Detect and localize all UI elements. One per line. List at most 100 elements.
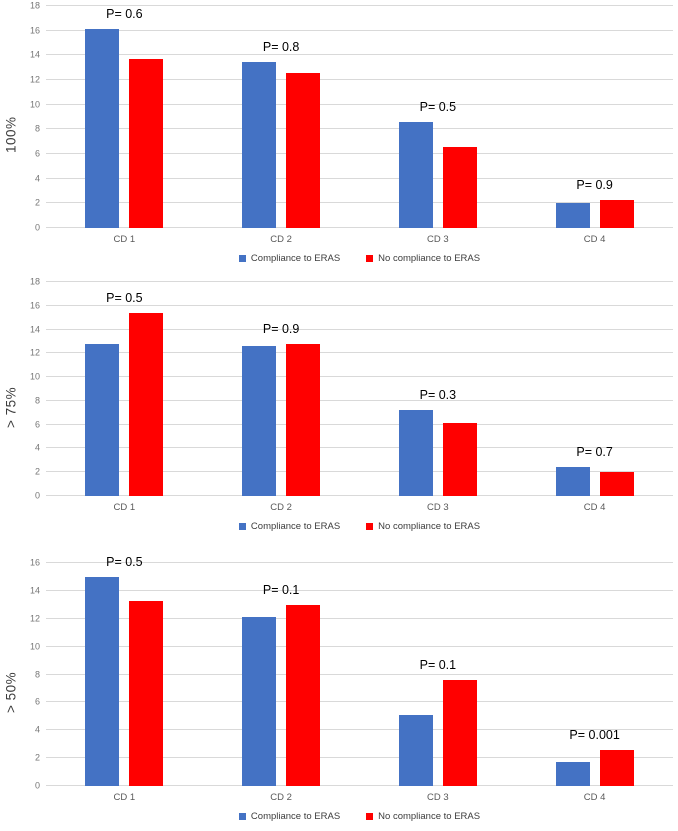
gridline: [46, 352, 673, 354]
y-tick-label: 6: [34, 148, 40, 159]
gridline: [46, 202, 673, 204]
y-tick-label: 10: [29, 641, 40, 652]
gridline: [46, 562, 673, 563]
legend-label-no-compliance: No compliance to ERAS: [378, 811, 481, 822]
bar-compliance: [555, 762, 590, 786]
y-tick-label: 14: [29, 49, 40, 60]
bar-compliance: [555, 467, 590, 496]
bar-compliance: [242, 346, 277, 496]
bar-no-compliance: [129, 600, 164, 786]
gridline: [46, 376, 673, 378]
legend-item-compliance: Compliance to ERAS: [238, 521, 340, 532]
p-value-label: P= 0.6: [106, 7, 143, 22]
bar-no-compliance: [599, 472, 634, 496]
gridline: [46, 281, 673, 282]
gridline: [46, 29, 673, 31]
y-tick-label: 16: [29, 300, 40, 311]
legend-swatch-blue-icon: [238, 813, 246, 820]
y-tick-label: 2: [34, 752, 40, 763]
p-value-label: P= 0.3: [419, 388, 457, 403]
x-category-label: CD 3: [427, 792, 449, 803]
gridline: [46, 79, 673, 80]
bar-compliance: [398, 121, 433, 228]
legend-label-compliance: Compliance to ERAS: [250, 811, 341, 822]
gridline: [46, 495, 673, 496]
y-tick-label: 6: [34, 419, 40, 430]
y-tick-label: 12: [29, 613, 40, 624]
bar-compliance: [85, 343, 120, 496]
y-tick-label: 4: [34, 173, 40, 184]
bar-compliance: [555, 203, 590, 228]
y-tick-label: 10: [29, 371, 40, 382]
y-tick-label: 12: [29, 347, 40, 358]
gridline: [46, 103, 673, 105]
gridline: [46, 589, 673, 591]
p-value-label: P= 0.001: [569, 727, 620, 742]
y-tick-label: 0: [34, 222, 40, 233]
gridline: [46, 645, 673, 647]
bar-no-compliance: [129, 59, 164, 228]
gridline: [46, 471, 673, 473]
p-value-label: P= 0.7: [576, 445, 613, 460]
gridline: [46, 5, 673, 6]
y-tick-label: 6: [34, 696, 40, 707]
p-value-label: P= 0.5: [419, 99, 457, 114]
y-tick-label: 4: [34, 442, 40, 453]
plot-area-100pct: 0 2 4 6 8 10 12 14 16 18 CD 1 P= 0.6 CD 2 P= 0.8 CD 3 P…: [30, 1, 673, 245]
legend-swatch-red-icon: [366, 813, 374, 820]
legend-item-no-compliance: No compliance to ERAS: [366, 811, 480, 822]
bar-compliance: [398, 410, 433, 496]
bar-no-compliance: [599, 749, 634, 786]
legend-item-no-compliance: No compliance to ERAS: [366, 521, 480, 532]
gridline: [46, 54, 673, 56]
p-value-label: P= 0.9: [262, 321, 300, 336]
gridline: [46, 128, 673, 130]
bar-no-compliance: [442, 146, 477, 228]
y-tick-label: 16: [29, 557, 40, 568]
y-tick-label: 14: [29, 324, 40, 335]
y-tick-label: 10: [29, 99, 40, 110]
x-category-label: CD 4: [583, 792, 606, 803]
chart-gt75pct: > 75% 0 2 4 6 8 10 12 14 16 18 CD 1 P= 0.5 CD 2 P= 0.…: [0, 277, 678, 532]
y-tick-label: 0: [34, 780, 40, 791]
legend-gt50pct: Compliance to ERAS No compliance to ERAS: [46, 811, 673, 822]
bar-no-compliance: [442, 423, 477, 496]
p-value-label: P= 0.1: [419, 658, 457, 673]
legend-item-compliance: Compliance to ERAS: [238, 253, 341, 264]
gridline: [46, 227, 673, 228]
p-value-label: P= 0.5: [106, 290, 143, 305]
x-category-label: CD 4: [583, 502, 606, 513]
bar-compliance: [85, 576, 120, 786]
y-tick-label: 0: [34, 490, 40, 501]
bar-compliance: [85, 29, 120, 228]
gridline: [46, 757, 673, 759]
x-category-label: CD 3: [427, 234, 449, 245]
legend-100pct: Compliance to ERAS No compliance to ERAS: [46, 253, 673, 264]
y-tick-label: 4: [34, 724, 40, 735]
y-tick-label: 2: [34, 466, 40, 477]
x-category-label: CD 4: [583, 234, 606, 245]
gridline: [46, 701, 673, 703]
chart-100pct: 100% 0 2 4 6 8 10 12 14 16 18 CD 1 P= 0.6 CD 2 P= 0.8…: [0, 1, 678, 264]
y-tick-label: 16: [29, 25, 40, 36]
bar-no-compliance: [442, 680, 477, 786]
x-category-label: CD 1: [113, 234, 136, 245]
legend-item-compliance: Compliance to ERAS: [238, 811, 341, 822]
p-value-label: P= 0.5: [106, 554, 143, 569]
plot-area-gt75pct: 0 2 4 6 8 10 12 14 16 18 CD 1 P= 0.5 CD 2 P= 0.9 CD 3 P…: [30, 277, 673, 513]
y-tick-label: 18: [29, 0, 40, 11]
gridline: [46, 304, 673, 306]
gridline: [46, 177, 673, 179]
legend-label-compliance: Compliance to ERAS: [250, 253, 341, 264]
y-tick-label: 8: [34, 669, 40, 679]
gridline: [46, 617, 673, 619]
gridline: [46, 399, 673, 401]
chart-gt50pct: > 50% 0 2 4 6 8 10 12 14 16 CD 1 P= 0.5 CD 2 P= 0.1 C…: [0, 555, 678, 822]
legend-label-no-compliance: No compliance to ERAS: [378, 253, 481, 264]
x-category-label: CD 1: [113, 502, 136, 513]
legend-label-no-compliance: No compliance to ERAS: [378, 521, 481, 532]
gridline: [46, 447, 673, 449]
p-value-label: P= 0.1: [262, 582, 300, 597]
bar-no-compliance: [286, 72, 321, 228]
bar-no-compliance: [129, 312, 164, 496]
